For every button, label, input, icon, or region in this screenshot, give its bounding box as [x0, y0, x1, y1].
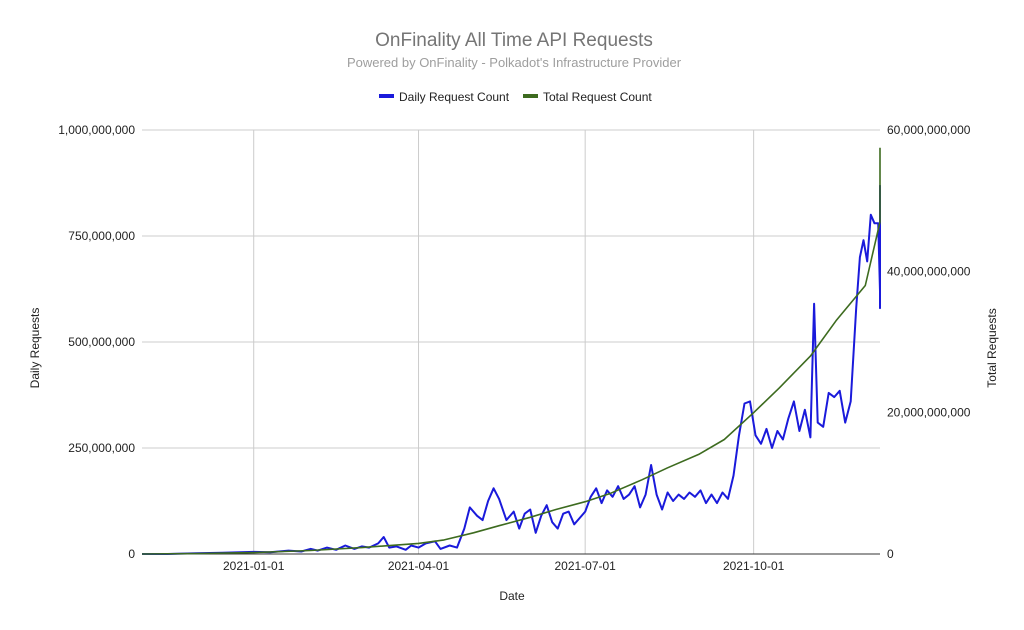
legend-swatch-daily — [379, 94, 394, 98]
left-axis-ticks: 0 250,000,000 500,000,000 750,000,000 1,000,… — [58, 123, 135, 561]
left-tick-label: 0 — [128, 547, 135, 561]
left-tick-label: 250,000,000 — [68, 441, 135, 455]
right-tick-label: 40,000,000,000 — [887, 264, 971, 278]
left-tick-label: 1,000,000,000 — [58, 123, 135, 137]
legend-label-daily: Daily Request Count — [399, 90, 510, 104]
right-axis-ticks: 0 20,000,000,000 40,000,000,000 60,000,000,… — [887, 123, 971, 561]
right-tick-label: 0 — [887, 547, 894, 561]
right-axis-label: Total Requests — [985, 308, 999, 387]
x-tick-label: 2021-04-01 — [388, 559, 450, 573]
left-tick-label: 500,000,000 — [68, 335, 135, 349]
right-tick-label: 20,000,000,000 — [887, 406, 971, 420]
x-tick-label: 2021-10-01 — [723, 559, 785, 573]
chart-title: OnFinality All Time API Requests — [375, 30, 653, 51]
left-tick-label: 750,000,000 — [68, 229, 135, 243]
legend-swatch-total — [523, 94, 538, 98]
legend-label-total: Total Request Count — [543, 90, 652, 104]
x-tick-label: 2021-01-01 — [223, 559, 285, 573]
chart-subtitle: Powered by OnFinality - Polkadot's Infra… — [347, 55, 682, 70]
gridlines — [142, 129, 880, 555]
series-lines — [141, 147, 881, 555]
legend[interactable]: Daily Request Count Total Request Count — [379, 90, 652, 104]
x-axis-ticks: 2021-01-01 2021-04-01 2021-07-01 2021-10-01 — [223, 559, 785, 573]
left-axis-label: Daily Requests — [28, 308, 42, 389]
x-tick-label: 2021-07-01 — [554, 559, 616, 573]
series-line-total — [141, 147, 881, 555]
x-axis-label: Date — [499, 589, 525, 603]
right-tick-label: 60,000,000,000 — [887, 123, 971, 137]
series-line-daily — [142, 185, 881, 555]
